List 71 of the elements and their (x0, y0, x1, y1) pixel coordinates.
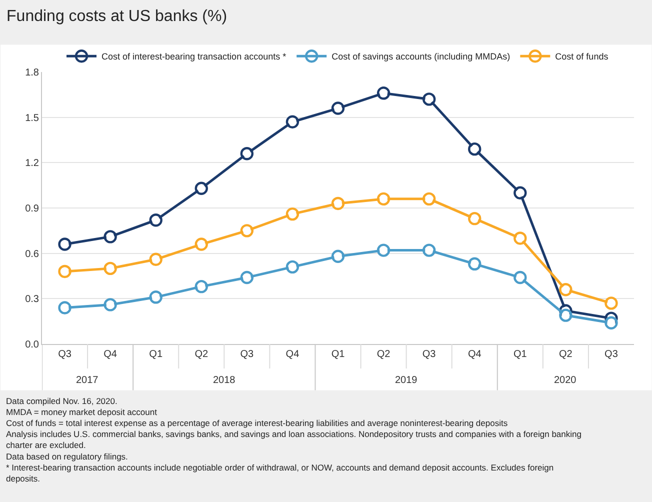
point (559, 308, 572, 322)
text: Data compiled Nov. 16, 2020. (6, 396, 118, 406)
point (286, 260, 300, 274)
point (422, 244, 436, 257)
point (514, 270, 527, 284)
point (286, 207, 300, 221)
point (559, 283, 572, 296)
text: Data based on regulatory filings. (6, 451, 128, 462)
point (376, 244, 390, 257)
x-tick-label: Q2 (194, 349, 208, 360)
text: * Interest-bearing transaction accounts include negotiable order of withdrawal, or NOW, accounts and demand deposit accounts. Excludes foreign deposits. (6, 462, 554, 484)
legend-label: Cost of interest-bearing transaction accounts * (102, 52, 287, 62)
point (604, 296, 618, 310)
y-tick-label: 1.5 (25, 112, 40, 124)
point (104, 230, 117, 244)
point (422, 92, 436, 106)
point (468, 142, 482, 156)
point (286, 115, 300, 128)
text: 2017 (76, 375, 99, 386)
point (149, 213, 162, 227)
point (104, 298, 117, 312)
point (240, 224, 254, 238)
y-tick-label: 0.9 (25, 204, 40, 214)
x-tick-label: Q3 (240, 349, 254, 360)
point (422, 192, 436, 206)
legend-label: Cost of savings accounts (including MMDAs) (332, 52, 510, 62)
point (58, 264, 72, 278)
x-tick-label: Q4 (286, 349, 300, 360)
x-tick-label: Q2 (376, 349, 391, 360)
point (240, 270, 254, 284)
x-tick-label: Q3 (604, 349, 618, 360)
x-tick-label: Q1 (513, 349, 528, 360)
point (149, 252, 162, 266)
y-tick-label: 1.8 (25, 68, 40, 78)
point (331, 250, 345, 263)
point (514, 232, 527, 245)
point (104, 262, 117, 276)
point (376, 192, 390, 206)
point (194, 238, 208, 251)
point (376, 86, 390, 100)
point (58, 238, 72, 251)
text: 2020 (554, 375, 577, 386)
x-tick-label: Q2 (559, 349, 573, 360)
point (331, 102, 345, 115)
point (468, 257, 482, 271)
y-tick-label: 0.6 (25, 248, 40, 260)
point (240, 147, 254, 160)
x-tick-label: Q4 (104, 349, 118, 360)
text: 2018 (213, 375, 236, 386)
legend-label: Cost of funds (555, 52, 609, 62)
point (468, 212, 482, 226)
x-tick-label: Q3 (422, 349, 436, 360)
y-tick-label: 0.3 (25, 294, 40, 306)
chart-title: Funding costs at US banks (%) (6, 8, 228, 26)
text: MMDA = money market deposit account (6, 407, 158, 418)
x-tick-label: Q3 (58, 349, 72, 360)
point (58, 301, 72, 314)
text: 2019 (395, 375, 418, 386)
y-tick-label: 0.0 (25, 340, 40, 350)
text: Analysis includes U.S. commercial banks, savings banks, and savings and loan associations. Nondepository trusts and companies with a foreign banking charter are excluded. (6, 429, 582, 450)
x-tick-label: Q1 (149, 349, 163, 360)
y-tick-label: 1.2 (25, 158, 40, 170)
point (149, 290, 162, 304)
point (331, 196, 345, 210)
point (514, 186, 527, 200)
x-tick-label: Q4 (468, 349, 482, 360)
point (604, 316, 618, 330)
point (194, 182, 208, 195)
x-tick-label: Q1 (331, 349, 346, 360)
point (194, 280, 208, 294)
text: Cost of funds = total interest expense as a percentage of average interest-bearing liabilities and average noninterest-bearing deposits (6, 418, 508, 428)
